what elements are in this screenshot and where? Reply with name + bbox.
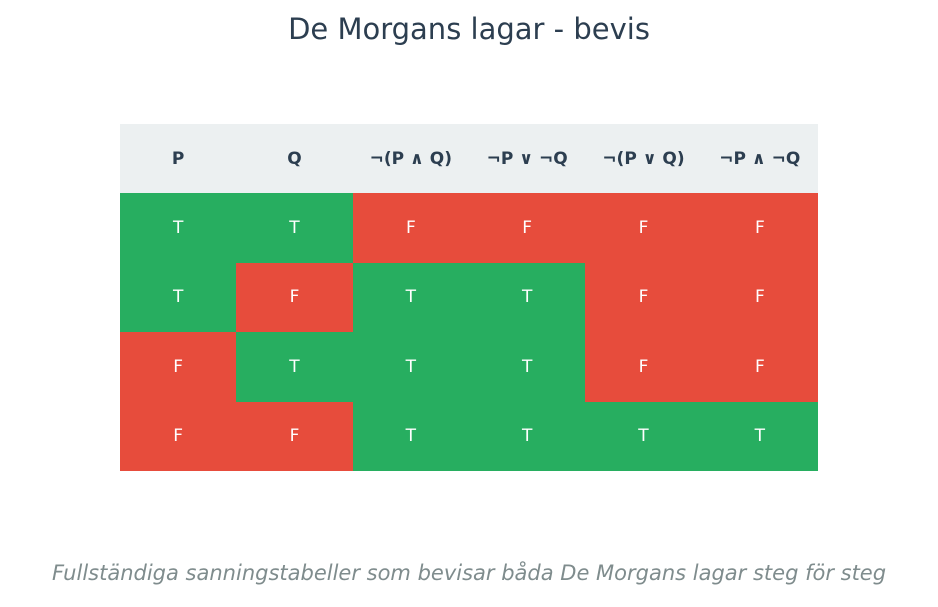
column-header: ¬(P ∨ Q) — [585, 124, 702, 194]
table-cell: F — [701, 193, 818, 263]
column-header: P — [120, 124, 237, 194]
table-cell: F — [585, 262, 702, 333]
chart-title: De Morgans lagar - bevis — [288, 12, 650, 46]
table-cell: F — [120, 332, 237, 402]
table-cell: T — [469, 332, 586, 402]
chart-caption: Fullständiga sanningstabeller som bevisa… — [51, 561, 887, 585]
table-cell: F — [701, 262, 818, 333]
table-cell: F — [469, 193, 586, 263]
table-cell: T — [701, 401, 818, 471]
table-cell: T — [236, 332, 353, 402]
table-cell: F — [120, 401, 237, 471]
table-cell: F — [236, 262, 353, 333]
table-cell: T — [120, 262, 237, 333]
table-cell: T — [469, 401, 586, 471]
table-cell: T — [352, 262, 469, 333]
table-cell: F — [236, 401, 353, 471]
table-cell: T — [469, 262, 586, 333]
column-header: ¬(P ∧ Q) — [352, 124, 469, 194]
table-cell: F — [701, 332, 818, 402]
table-cell: F — [585, 193, 702, 263]
column-header: Q — [236, 124, 353, 194]
table-cell: T — [236, 193, 353, 263]
table-cell: T — [352, 401, 469, 471]
table-cell: F — [585, 332, 702, 402]
table-cell: F — [352, 193, 469, 263]
table-cell: T — [120, 193, 237, 263]
table-cell: T — [352, 332, 469, 402]
column-header: ¬P ∨ ¬Q — [469, 124, 586, 194]
column-header: ¬P ∧ ¬Q — [701, 124, 818, 194]
table-cell: T — [585, 401, 702, 471]
truth-table: P Q ¬(P ∧ Q) ¬P ∨ ¬Q ¬(P ∨ Q) ¬P ∧ ¬Q T T F F F F T F… — [120, 124, 818, 471]
